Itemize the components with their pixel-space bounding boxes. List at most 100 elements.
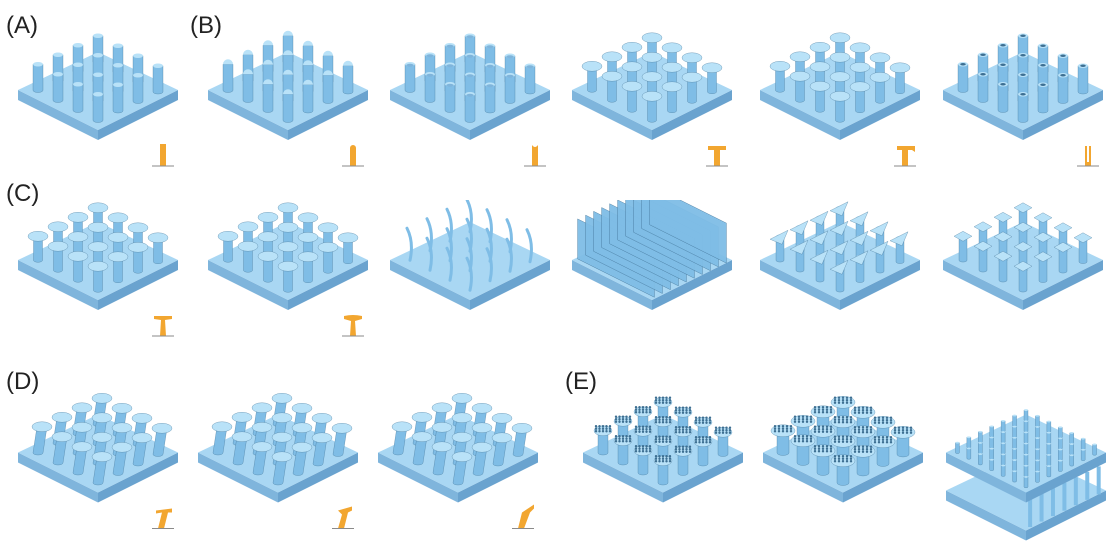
micro-pillar xyxy=(821,445,825,448)
micro-pillar xyxy=(837,455,841,458)
pillar-cap xyxy=(431,441,453,452)
pillar-cap xyxy=(641,32,663,43)
micro-pillar xyxy=(841,396,845,399)
pillar-round-top xyxy=(283,69,293,75)
micro-pillar xyxy=(909,431,913,434)
pillar xyxy=(1077,65,1089,95)
pillar-cap xyxy=(297,212,319,223)
pillar-dimple xyxy=(466,54,474,58)
plate-left-face xyxy=(18,452,98,503)
micro-pillar xyxy=(813,406,817,409)
plate-right-face xyxy=(1026,490,1106,541)
micro-pillar xyxy=(845,401,849,404)
micro-pillar xyxy=(849,460,853,463)
pillar xyxy=(989,426,994,438)
micro-pillar xyxy=(781,430,785,433)
micro-pillar xyxy=(873,438,877,441)
micro-pillar xyxy=(668,416,672,419)
pillar xyxy=(282,94,294,123)
pillar-top xyxy=(113,43,123,48)
hair-fiber xyxy=(405,226,413,262)
micro-pillar xyxy=(821,406,825,409)
micro-pillar xyxy=(809,415,813,418)
micro-pillar xyxy=(885,441,889,444)
micro-pillar xyxy=(654,416,658,419)
plate-left-face xyxy=(760,90,840,140)
plate-right-face xyxy=(1023,260,1103,310)
pillar-top xyxy=(113,63,123,68)
micro-pillar xyxy=(708,419,712,422)
micro-pillar xyxy=(654,460,658,463)
micro-pillar xyxy=(849,401,853,404)
pillar xyxy=(1046,454,1052,466)
pillar xyxy=(1000,443,1006,455)
pillar-cap xyxy=(491,413,513,424)
tile-group xyxy=(572,200,732,310)
micro-pillar xyxy=(618,440,621,443)
pillar-hole xyxy=(1020,93,1026,96)
triangle-cap xyxy=(809,210,829,226)
pillar-cap xyxy=(297,232,319,243)
pillar xyxy=(332,428,348,457)
micro-pillar xyxy=(773,427,777,430)
micro-pillar xyxy=(869,431,873,434)
pillar xyxy=(657,460,669,486)
pillar-top xyxy=(989,436,994,439)
pillar-cap xyxy=(641,52,663,63)
micro-pillar xyxy=(837,457,841,460)
pillar xyxy=(392,426,408,456)
pillar xyxy=(776,430,790,456)
micro-pillar xyxy=(598,427,601,430)
pillar-top xyxy=(93,33,103,38)
micro-pillar xyxy=(821,430,825,433)
micro-pillar xyxy=(721,429,725,432)
micro-pillar xyxy=(833,460,837,463)
micro-pillar xyxy=(825,447,829,450)
micro-pillar xyxy=(889,438,893,441)
micro-pillar xyxy=(718,426,721,429)
pillar-cap xyxy=(217,231,239,242)
pillar-cap xyxy=(317,222,339,233)
pillar xyxy=(444,84,456,113)
profile-glyph xyxy=(706,146,728,167)
plate-right-face xyxy=(470,90,550,140)
micro-pillar xyxy=(833,457,837,460)
micro-pillar xyxy=(698,441,701,444)
pillar-cap xyxy=(451,412,473,423)
pillar-cap xyxy=(67,212,89,223)
micro-pillar xyxy=(853,411,857,414)
pillar-hole xyxy=(1060,54,1066,57)
micro-pillar xyxy=(797,418,801,421)
micro-pillar xyxy=(833,421,837,424)
square-cap xyxy=(973,241,993,252)
pillar-cap xyxy=(317,242,339,253)
micro-pillar xyxy=(789,425,793,428)
micro-pillar xyxy=(685,445,688,448)
micro-pillar xyxy=(678,411,681,414)
micro-pillar xyxy=(781,425,785,428)
pillar-hole xyxy=(980,73,986,76)
micro-pillar xyxy=(861,406,865,409)
support-post xyxy=(1039,493,1044,522)
micro-pillar xyxy=(789,427,793,430)
pillar-cap xyxy=(331,423,353,434)
micro-pillar xyxy=(701,436,705,439)
square-cap xyxy=(953,231,973,242)
micro-pillar xyxy=(665,457,668,460)
micro-pillar xyxy=(773,425,777,428)
micro-pillar xyxy=(825,411,829,414)
pillar-cap xyxy=(391,421,413,432)
micro-pillar xyxy=(885,436,889,439)
micro-pillar xyxy=(845,457,849,460)
pillar-cap xyxy=(849,42,871,53)
micro-pillar xyxy=(614,440,618,443)
pillar-cap xyxy=(809,61,831,72)
support-post xyxy=(1062,482,1067,511)
micro-pillar xyxy=(698,436,701,439)
pillar-cap xyxy=(51,431,73,442)
micro-pillar xyxy=(849,438,853,441)
micro-pillar xyxy=(881,416,885,419)
micro-pillar xyxy=(829,411,833,414)
micro-pillar xyxy=(849,421,853,424)
micro-pillar xyxy=(721,426,725,429)
